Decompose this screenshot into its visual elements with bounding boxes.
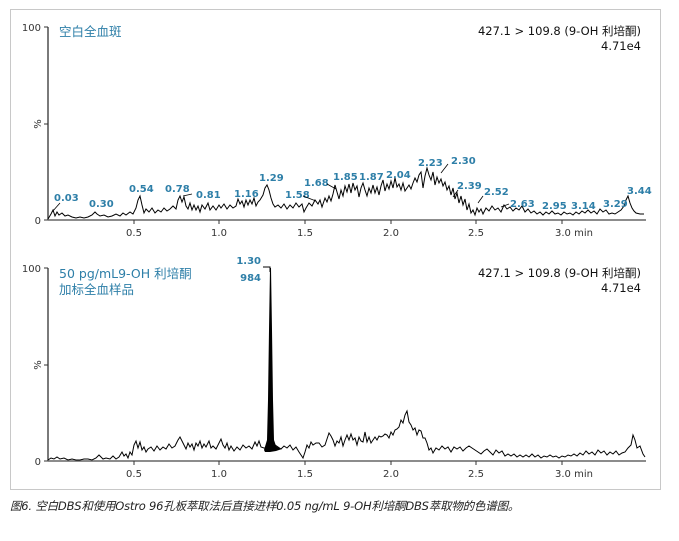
bottom-title-line1: 50 pg/mL9-OH 利培酮 bbox=[59, 266, 192, 281]
peak-label: 2.39 bbox=[457, 181, 482, 192]
peak-label: 0.54 bbox=[129, 184, 154, 195]
top-trace bbox=[47, 166, 644, 220]
top-x-tick: 0.5 bbox=[126, 228, 142, 239]
peak-label: 2.23 bbox=[418, 158, 443, 169]
bottom-x-tick: 1.5 bbox=[297, 469, 313, 480]
top-chart-info: 427.1 > 109.8 (9-OH 利培酮) 4.71e4 bbox=[478, 24, 641, 54]
bottom-transition: 427.1 > 109.8 (9-OH 利培酮) bbox=[477, 266, 641, 280]
peak-label: 1.85 bbox=[333, 172, 358, 183]
bottom-y-percent: % bbox=[33, 360, 44, 370]
peak-label: 2.95 bbox=[542, 201, 567, 212]
top-x-tick: 1.0 bbox=[211, 228, 227, 239]
figure-frame bbox=[10, 9, 661, 490]
bottom-x-tick: 0.5 bbox=[126, 469, 142, 480]
top-x-tick: 2.5 bbox=[468, 228, 484, 239]
peak-label: 0.81 bbox=[196, 190, 221, 201]
bottom-chart-info: 427.1 > 109.8 (9-OH 利培酮) 4.71e4 bbox=[478, 266, 641, 296]
peak-label: 3.44 bbox=[627, 186, 652, 197]
bottom-x-tick: 1.0 bbox=[211, 469, 227, 480]
top-y-100: 100 bbox=[22, 23, 41, 34]
peak-area-label: 984 bbox=[240, 273, 261, 284]
peak-label: 1.58 bbox=[285, 190, 310, 201]
peak-label: 1.87 bbox=[359, 172, 384, 183]
bottom-chart-title: 50 pg/mL9-OH 利培酮 加标全血样品 bbox=[59, 266, 192, 298]
peak-label: 2.63 bbox=[510, 199, 535, 210]
peak-rt-label: 1.30 bbox=[236, 256, 261, 267]
top-x-tick: 2.0 bbox=[383, 228, 399, 239]
main-peak bbox=[264, 268, 282, 452]
bottom-x-tick: 2.5 bbox=[468, 469, 484, 480]
top-y-0: 0 bbox=[35, 216, 41, 227]
peak-label: 2.04 bbox=[386, 170, 411, 181]
top-intensity: 4.71e4 bbox=[601, 39, 641, 53]
bottom-intensity: 4.71e4 bbox=[601, 281, 641, 295]
peak-label: 1.68 bbox=[304, 178, 329, 189]
bottom-x-tick: 2.0 bbox=[383, 469, 399, 480]
peak-label: 2.30 bbox=[451, 156, 476, 167]
top-transition: 427.1 > 109.8 (9-OH 利培酮) bbox=[477, 24, 641, 38]
bottom-title-line2: 加标全血样品 bbox=[59, 282, 135, 297]
peak-label: 1.16 bbox=[234, 189, 259, 200]
bottom-chart: 100 % 0 0.5 1.0 1.5 2.0 2.5 3.0 min 1.30… bbox=[22, 256, 646, 480]
top-x-tick: 3.0 min bbox=[555, 228, 593, 239]
top-chart: 100 % 0 0.5 1.0 1.5 2.0 2.5 3.0 min 0.03… bbox=[22, 23, 652, 239]
bottom-y-0: 0 bbox=[35, 457, 41, 468]
peak-label: 0.03 bbox=[54, 193, 79, 204]
figure-caption: 图6. 空白DBS和使用Ostro 96孔板萃取法后直接进样0.05 ng/mL… bbox=[10, 499, 520, 513]
bottom-trace bbox=[47, 409, 646, 461]
top-x-tick: 1.5 bbox=[297, 228, 313, 239]
bottom-y-100: 100 bbox=[22, 264, 41, 275]
bottom-x-tick: 3.0 min bbox=[555, 469, 593, 480]
peak-label: 3.14 bbox=[571, 201, 596, 212]
peak-label: 0.78 bbox=[165, 184, 190, 195]
peak-label: 3.29 bbox=[603, 199, 628, 210]
peak-label: 1.29 bbox=[259, 173, 284, 184]
top-chart-title: 空白全血斑 bbox=[59, 24, 122, 39]
peak-label: 2.52 bbox=[484, 187, 509, 198]
peak-label: 0.30 bbox=[89, 199, 114, 210]
top-y-percent: % bbox=[33, 119, 44, 129]
